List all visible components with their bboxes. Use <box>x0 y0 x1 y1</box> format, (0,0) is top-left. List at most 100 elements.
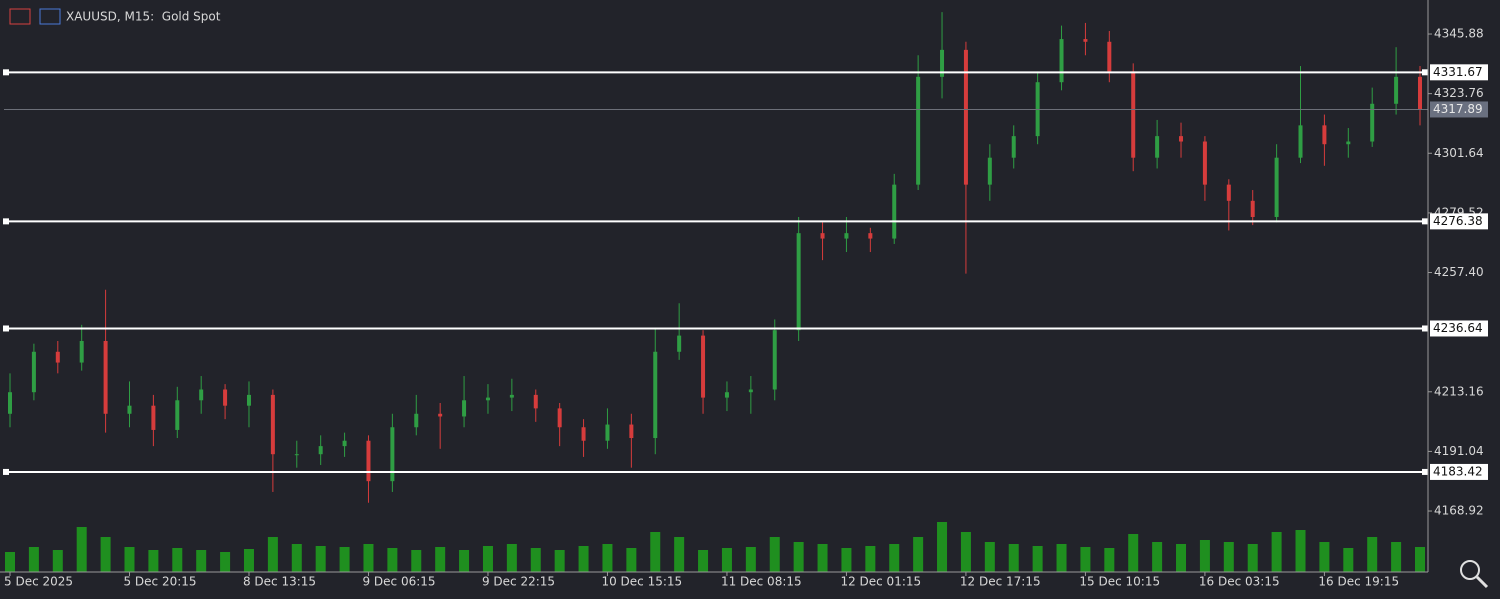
volume-bar <box>817 544 828 572</box>
candle-body <box>701 335 706 398</box>
candle-body <box>1083 39 1088 42</box>
candle-body <box>629 424 634 439</box>
volume-bar <box>1343 548 1354 572</box>
candle-body <box>677 335 682 352</box>
candle-body <box>820 233 825 239</box>
volume-bar <box>960 532 971 572</box>
volume-bar <box>100 537 111 572</box>
volume-bar <box>721 548 732 572</box>
volume-bar <box>459 550 470 572</box>
candle-body <box>557 408 562 428</box>
level-label: 4236.64 <box>1433 321 1483 335</box>
candle-body <box>605 424 610 441</box>
volume-bar <box>1056 544 1067 572</box>
candle-body <box>1346 141 1351 145</box>
candle-body <box>1131 71 1136 158</box>
x-tick-label: 11 Dec 08:15 <box>721 575 802 589</box>
volume-bar <box>602 544 613 572</box>
volume-bar <box>937 522 948 572</box>
volume-bar <box>745 547 756 572</box>
candle-body <box>31 351 36 393</box>
candle-body <box>390 427 395 482</box>
level-handle <box>1422 69 1428 76</box>
x-tick-label: 9 Dec 06:15 <box>362 575 435 589</box>
level-box <box>1430 64 1488 81</box>
candle-body <box>772 330 777 390</box>
candle-body <box>892 184 897 239</box>
x-tick-label: 12 Dec 17:15 <box>960 575 1041 589</box>
candle-body <box>1107 41 1112 72</box>
volume-bar <box>1271 532 1282 572</box>
y-tick-label: 4168.92 <box>1434 504 1484 518</box>
volume-bar <box>267 537 278 572</box>
candle-body <box>533 394 538 409</box>
y-tick-label: 4257.40 <box>1434 265 1484 279</box>
volume-bar <box>1032 546 1043 572</box>
volume-bar <box>650 532 661 572</box>
zoom-icon[interactable] <box>1475 575 1489 589</box>
volume-bar <box>1223 542 1234 572</box>
candle-body <box>1274 157 1279 217</box>
y-tick-label: 4323.76 <box>1434 86 1484 100</box>
candle-body <box>270 394 275 455</box>
candle-body <box>1155 136 1160 158</box>
candle-body <box>916 76 921 185</box>
volume-bar <box>1319 542 1330 572</box>
volume-bar <box>1247 544 1258 572</box>
candle-body <box>246 394 251 406</box>
level-label: 4276.38 <box>1433 214 1483 228</box>
volume-bar <box>506 544 517 572</box>
candle-body <box>103 340 108 414</box>
volume-bar <box>578 546 589 572</box>
x-tick-label: 16 Dec 19:15 <box>1318 575 1399 589</box>
candle-body <box>1298 125 1303 158</box>
volume-bar <box>1199 540 1210 572</box>
x-tick-label: 12 Dec 01:15 <box>840 575 921 589</box>
level-handle <box>1422 468 1428 475</box>
volume-bar <box>387 548 398 572</box>
volume-bar <box>291 544 302 572</box>
volume-bar <box>698 550 709 572</box>
volume-bar <box>243 549 254 572</box>
candle-body <box>509 394 514 398</box>
level-label: 4183.42 <box>1433 464 1483 478</box>
volume-bar <box>889 544 900 572</box>
volume-bar <box>554 550 565 572</box>
volume-bar <box>913 537 924 572</box>
volume-bar <box>1391 542 1402 572</box>
candle-body <box>748 389 753 393</box>
volume-bar <box>28 547 39 572</box>
candle-body <box>79 340 84 363</box>
candle-body <box>342 440 347 447</box>
candle-body <box>223 389 228 406</box>
icon[interactable] <box>9 8 31 25</box>
level-handle <box>1422 218 1428 225</box>
zoom-icon[interactable] <box>1460 560 1480 580</box>
level-handle <box>3 69 9 76</box>
candle-body <box>485 397 490 401</box>
volume-bar <box>1176 544 1187 572</box>
x-tick-label: 9 Dec 22:15 <box>482 575 555 589</box>
level-handle <box>3 325 9 332</box>
candle-body <box>1059 39 1064 83</box>
axis-layer: 4345.884323.764301.644279.524257.404213.… <box>4 27 1488 589</box>
level-box <box>1430 213 1488 230</box>
level-handle <box>3 218 9 225</box>
y-tick-label: 4345.88 <box>1434 27 1484 41</box>
icon[interactable] <box>39 8 61 25</box>
volume-bar <box>5 552 15 572</box>
candle-body <box>1179 136 1184 142</box>
y-tick-label: 4301.64 <box>1434 146 1484 160</box>
y-tick-label: 4213.16 <box>1434 384 1484 398</box>
level-handle <box>3 468 9 475</box>
volume-bar <box>411 550 422 572</box>
candle-body <box>55 351 60 363</box>
volume-bar <box>435 547 446 572</box>
volume-bar <box>1152 542 1163 572</box>
volume-bar <box>76 527 87 572</box>
candle-body <box>1370 103 1375 142</box>
volume-bar <box>769 537 780 572</box>
x-tick-label: 5 Dec 2025 <box>4 575 73 589</box>
volume-bar <box>530 548 541 572</box>
